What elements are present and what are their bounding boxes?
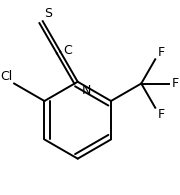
Text: F: F: [157, 46, 165, 59]
Text: Cl: Cl: [0, 70, 12, 83]
Text: N: N: [82, 83, 91, 97]
Text: F: F: [157, 108, 165, 121]
Text: F: F: [171, 77, 178, 90]
Text: C: C: [63, 44, 72, 57]
Text: S: S: [44, 7, 53, 20]
